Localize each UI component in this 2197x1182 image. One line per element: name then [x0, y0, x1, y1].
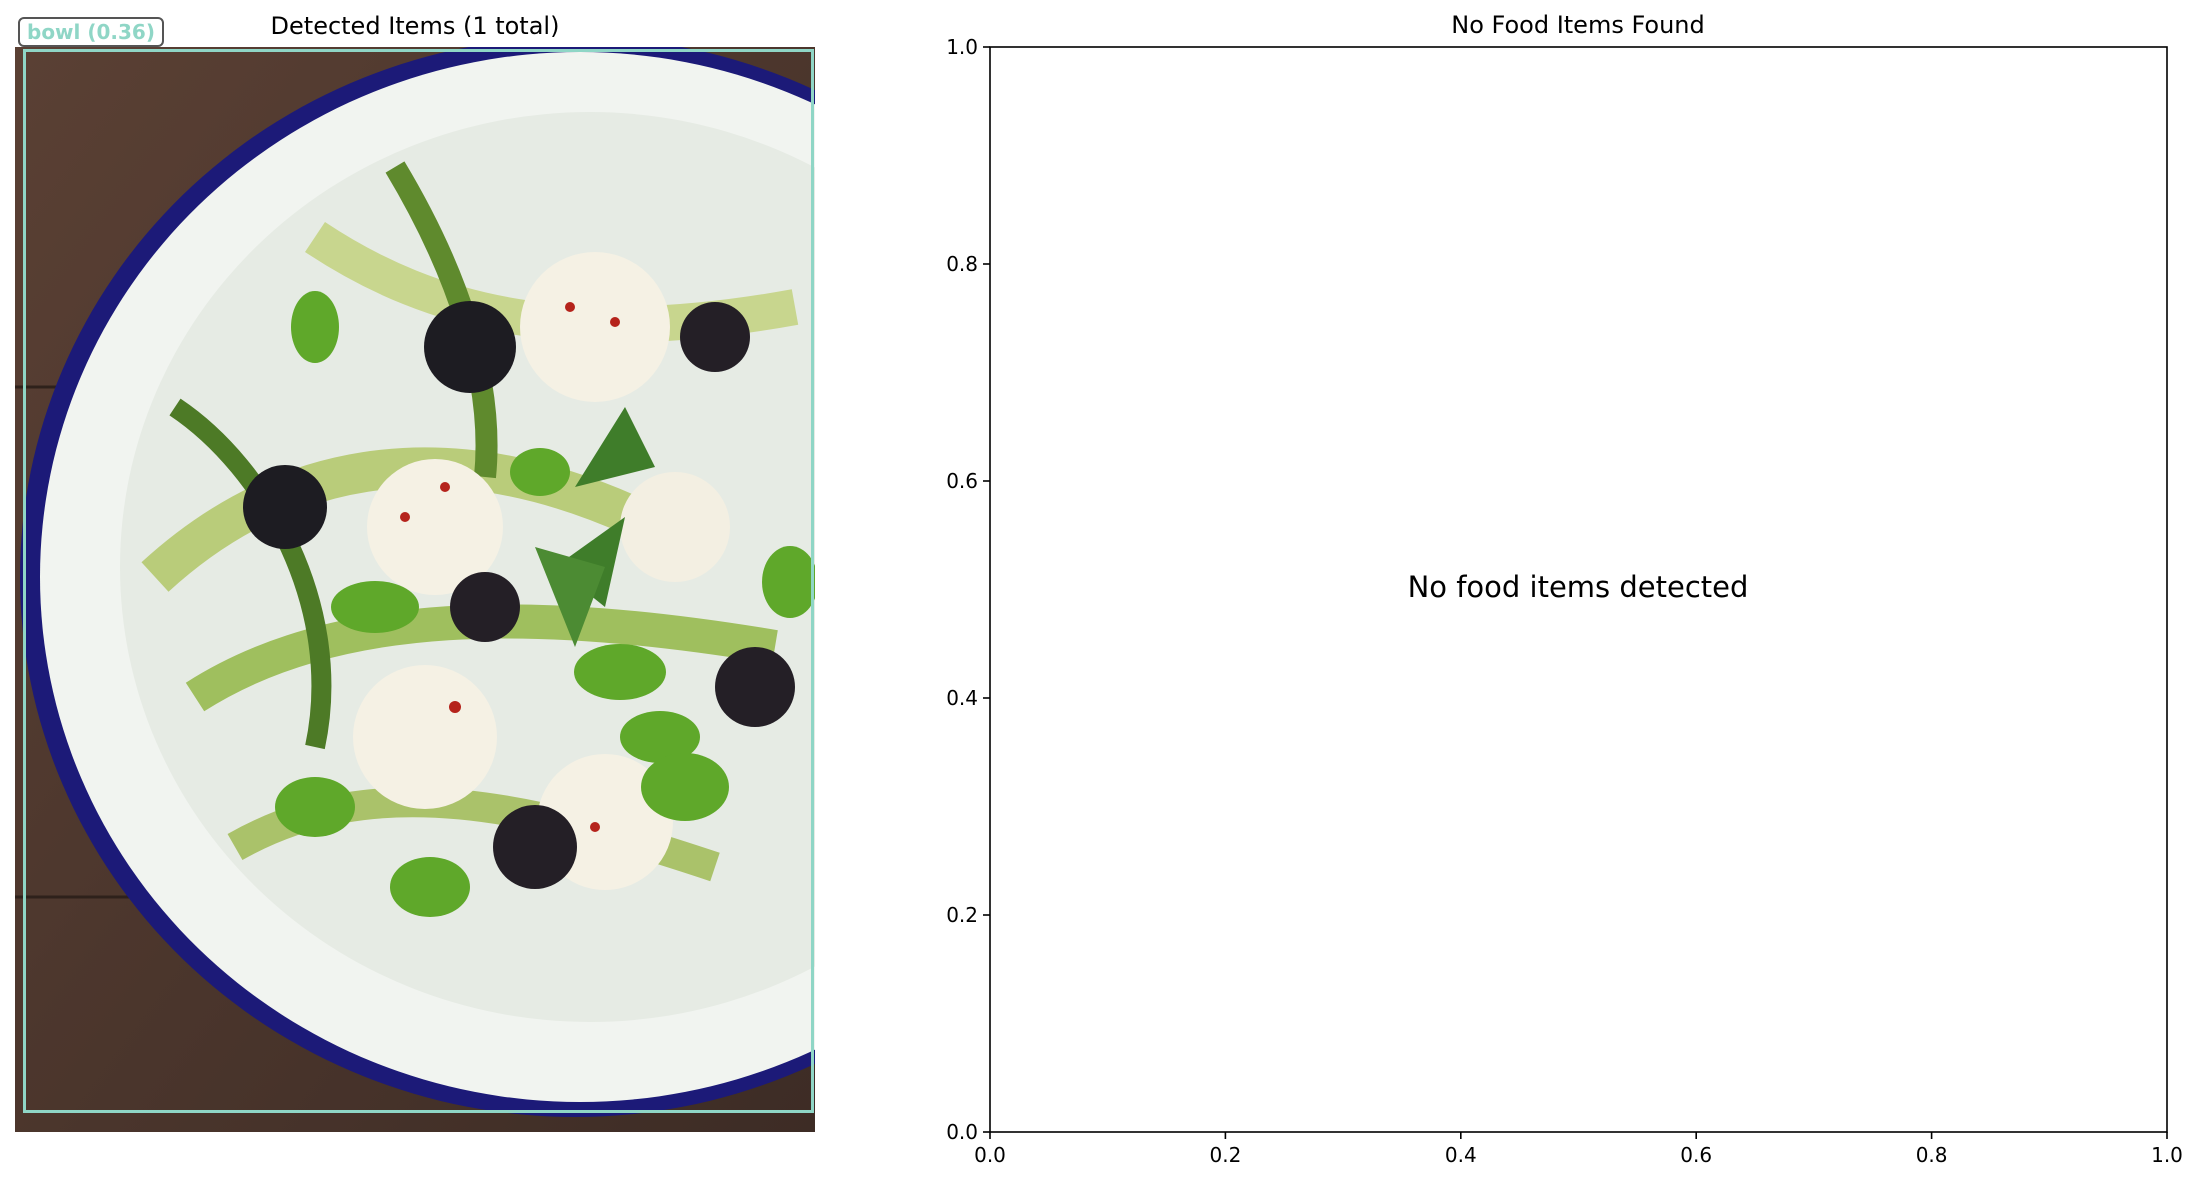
- left-panel-title: Detected Items (1 total): [270, 12, 560, 40]
- x-axis-ticks: 0.0 0.2 0.4 0.6 0.8 1.0: [974, 1132, 2183, 1167]
- y-tick-label: 0.6: [946, 469, 978, 493]
- x-tick-label: 0.8: [1916, 1143, 1948, 1167]
- no-items-annotation: No food items detected: [1408, 570, 1749, 604]
- y-tick-label: 1.0: [946, 35, 978, 59]
- detection-label: bowl (0.36): [18, 17, 164, 47]
- x-tick-label: 1.0: [2151, 1143, 2183, 1167]
- x-tick-label: 0.4: [1445, 1143, 1477, 1167]
- x-tick-label: 0.2: [1209, 1143, 1241, 1167]
- y-axis-ticks: 0.0 0.2 0.4 0.6 0.8 1.0: [946, 35, 990, 1144]
- y-tick-label: 0.8: [946, 252, 978, 276]
- x-tick-label: 0.6: [1680, 1143, 1712, 1167]
- x-tick-label: 0.0: [974, 1143, 1006, 1167]
- y-tick-label: 0.4: [946, 686, 978, 710]
- chart-title: No Food Items Found: [1451, 11, 1705, 39]
- detection-box: [23, 49, 814, 1113]
- y-tick-label: 0.0: [946, 1120, 978, 1144]
- plot-area: [989, 46, 2168, 1133]
- salad-bowl-photo: [15, 47, 815, 1132]
- y-tick-label: 0.2: [946, 903, 978, 927]
